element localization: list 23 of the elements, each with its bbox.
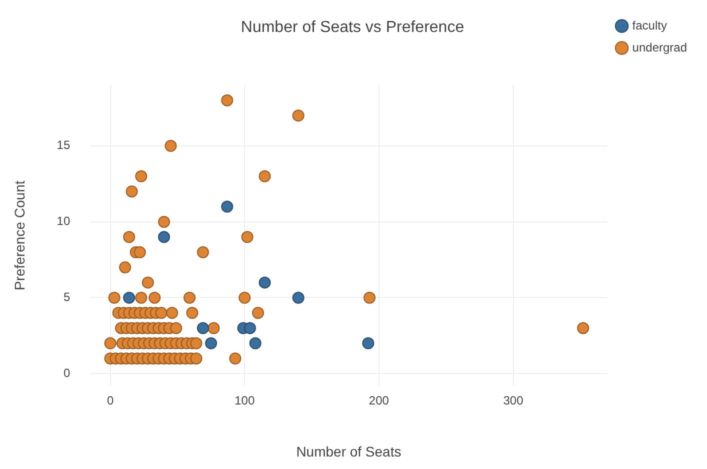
x-tick-label: 300 [503,393,524,408]
point [158,231,170,244]
y-tick-label: 0 [63,366,70,380]
point [292,292,304,304]
point [249,337,262,350]
point [221,200,234,213]
y-tick-label: 5 [63,290,70,304]
point [196,322,209,334]
x-tick-label: 0 [106,393,114,408]
y-axis-title: Preference Count [11,180,28,290]
x-tick-label: 100 [234,393,255,408]
point [123,292,136,304]
chart-title: Number of Seats vs Preference [240,19,464,36]
legend-label: undergrad [632,40,688,54]
y-tick-label: 15 [56,138,70,152]
point [205,337,218,350]
point [244,322,256,334]
x-axis-title: Number of Seats [296,443,402,460]
legend-label: faculty [632,18,667,32]
point [258,276,271,289]
y-tick-label: 10 [56,214,70,228]
point [362,337,374,350]
x-tick-label: 200 [368,393,390,408]
